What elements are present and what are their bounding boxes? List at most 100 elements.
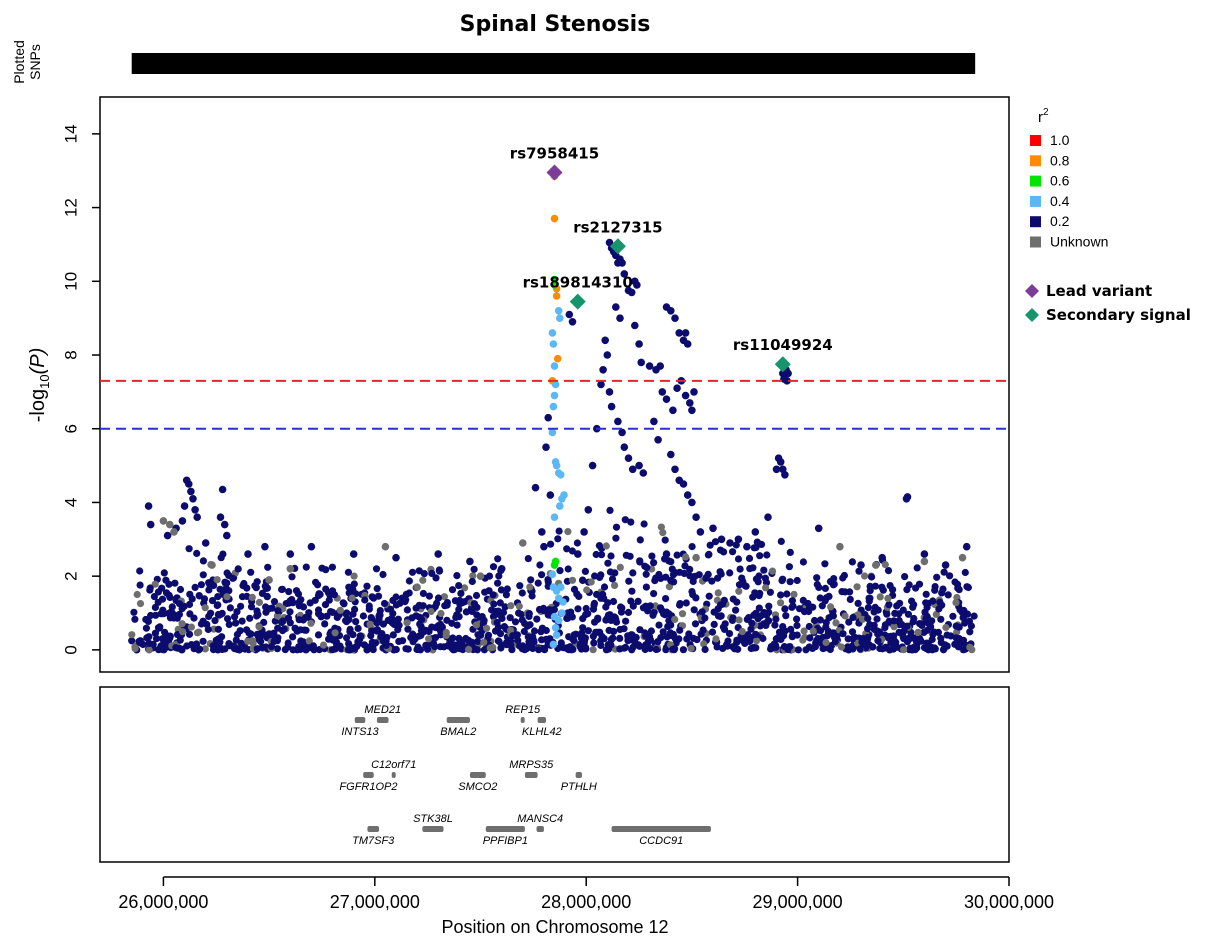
snp-point [922, 590, 930, 598]
snp-point [257, 637, 265, 646]
snp-point [214, 593, 222, 601]
snp-point [408, 614, 416, 622]
snp-point [564, 528, 572, 536]
snp-point [772, 465, 781, 474]
snp-point [223, 531, 231, 540]
snp-point [913, 644, 921, 652]
snp-point [535, 646, 543, 654]
snp-point [306, 599, 314, 607]
snp-point [606, 506, 614, 514]
snp-point [679, 480, 688, 488]
snp-point [616, 634, 624, 643]
snp-point [566, 643, 574, 651]
snp-point [681, 391, 690, 400]
snp-point [595, 542, 604, 550]
snp-point [530, 627, 539, 635]
snp-point [809, 627, 817, 635]
snp-point [352, 618, 360, 626]
snp-point [273, 612, 281, 620]
snp-point [477, 631, 485, 639]
legend-swatch [1030, 216, 1041, 228]
snp-point [468, 607, 476, 616]
snp-point [404, 645, 412, 653]
snp-point [472, 621, 480, 629]
snp-point [214, 625, 222, 633]
gene-bar [524, 772, 538, 778]
snp-point [533, 615, 541, 623]
snp-point [675, 329, 683, 337]
snp-point [440, 593, 448, 601]
snp-point [709, 524, 717, 533]
snp-point [884, 567, 893, 575]
snp-point [145, 639, 153, 648]
x-axis: 26,000,000 27,000,000 28,000,000 29,000,000… [118, 876, 1054, 912]
snp-point [382, 641, 390, 650]
snp-point [419, 576, 427, 584]
snp-point [743, 542, 751, 551]
snp-point [816, 627, 825, 635]
snp-point [537, 628, 545, 636]
snp-point [746, 565, 754, 573]
snp-point [618, 604, 626, 612]
snp-point [551, 624, 560, 632]
snp-point [951, 640, 959, 648]
snp-point [218, 645, 226, 654]
snp-point [538, 571, 546, 579]
snp-point [665, 583, 674, 591]
plotted-snps-bar [131, 53, 976, 74]
snp-point [729, 548, 737, 556]
snp-point [793, 576, 801, 585]
snp-point [155, 624, 163, 632]
snp-point [278, 617, 286, 625]
snp-point [887, 639, 895, 647]
snp-point [603, 351, 612, 359]
snp-point [321, 601, 330, 609]
snp-point [151, 629, 159, 637]
snp-point [340, 600, 348, 608]
snp-point [813, 574, 821, 582]
snp-point [723, 642, 732, 650]
y-tick-label: 2 [61, 571, 80, 580]
snp-point [637, 358, 645, 367]
snp-point [367, 614, 375, 622]
snp-point [780, 643, 789, 651]
snp-point [575, 592, 583, 601]
snp-point [753, 591, 761, 599]
snp-point [558, 609, 566, 617]
snp-point [550, 281, 559, 289]
snp-point [729, 595, 737, 603]
snp-point [199, 557, 207, 565]
gene-label: REP15 [505, 704, 541, 716]
snp-point [480, 638, 488, 646]
snp-point [365, 602, 373, 610]
snp-point [891, 609, 899, 618]
snp-point [714, 589, 722, 597]
snp-point [373, 626, 381, 634]
snp-point [753, 538, 761, 546]
snp-point [223, 579, 231, 587]
snp-point [550, 606, 559, 614]
snp-point [286, 550, 295, 558]
snp-point [762, 584, 770, 592]
snp-point [437, 631, 445, 639]
snp-point [699, 626, 707, 634]
snp-point [771, 621, 779, 629]
snp-point [612, 303, 620, 311]
snp-point [544, 413, 552, 422]
snp-point [213, 576, 221, 584]
y-axis-label: -log10(P) [27, 348, 52, 423]
snp-point [776, 458, 785, 466]
snp-point [191, 506, 199, 514]
y-tick-label: 0 [61, 645, 80, 654]
snp-point [686, 399, 694, 407]
snp-point [682, 599, 690, 607]
snp-point [866, 582, 874, 591]
snp-point [636, 642, 644, 650]
snp-point [614, 417, 622, 426]
snp-point [591, 618, 599, 626]
snp-point [361, 596, 369, 604]
snp-point [568, 576, 577, 584]
snp-point [190, 614, 198, 622]
snp-point [631, 321, 639, 330]
snp-point [550, 513, 559, 521]
